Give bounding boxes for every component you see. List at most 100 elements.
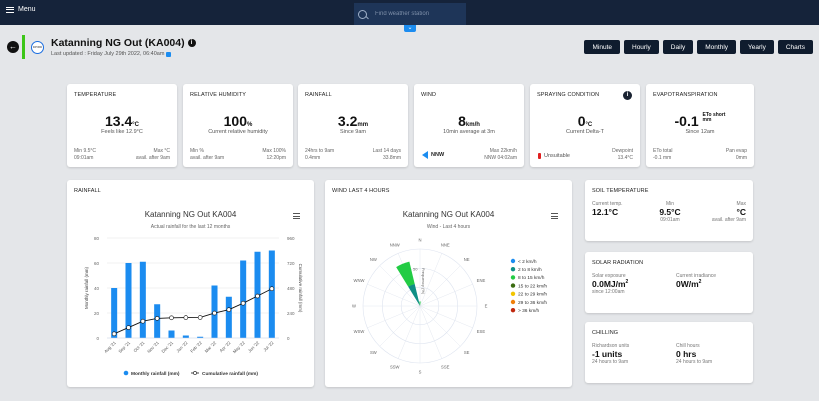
card-title: WIND [421, 92, 437, 98]
charts-button[interactable]: Charts [777, 40, 813, 54]
bar [197, 336, 204, 338]
cumulative-point [269, 286, 275, 292]
y-tick-label: 0 [96, 336, 99, 341]
legend-marker [193, 371, 197, 375]
delta-t-value: 0°C [577, 113, 593, 129]
x-tick-label: Dec '21 [160, 340, 174, 354]
x-tick-label: Oct '21 [132, 340, 145, 353]
max-wind: Max 22km/h NNW 04:02am [484, 148, 517, 161]
cumulative-point [111, 331, 117, 337]
rainfall-24hrs: 24hrs to 9am 0.4mm [305, 148, 335, 161]
x-tick-label: Aug '21 [103, 340, 117, 354]
radial-tick-label: 50 [413, 266, 418, 271]
direction-label: NNW [390, 243, 400, 248]
legend-marker [510, 283, 516, 288]
back-arrow-icon[interactable]: ← [7, 41, 19, 53]
menu-label: Menu [18, 6, 36, 13]
x-tick-label: May '22 [232, 340, 247, 355]
humidity-card: RELATIVE HUMIDITY 100% Current relative … [183, 84, 293, 167]
spoke [419, 253, 443, 307]
x-tick-label: Jul '22 [262, 340, 275, 353]
bar [268, 250, 275, 338]
bar [225, 296, 232, 338]
x-tick-label: Apr '22 [218, 340, 231, 353]
yearly-button[interactable]: Yearly [740, 40, 774, 54]
chart-menu-icon[interactable] [551, 213, 558, 219]
chart-menu-icon[interactable] [293, 213, 300, 219]
max-temperature: Max °C avail. after 9am [135, 148, 170, 161]
minute-button[interactable]: Minute [584, 40, 620, 54]
bar [182, 335, 189, 338]
page-title: Katanning NG Out (KA004) [51, 37, 185, 49]
spoke [367, 305, 421, 329]
legend-label: Monthly rainfall (mm) [131, 371, 180, 377]
wind-chart-panel: WIND LAST 4 HOURS Katanning NG Out KA004… [325, 180, 572, 387]
current-irradiance: Current irradiance 0W/m2 [676, 273, 717, 289]
direction-label: N [418, 238, 421, 243]
min-humidity: Min % avail. after 9am [190, 148, 225, 161]
cumulative-point [126, 325, 131, 330]
eto-caption: Since 12am [685, 129, 715, 135]
legend-label: 29 to 36 km/h [518, 300, 547, 306]
search-input[interactable] [375, 11, 455, 17]
wind-arrow-icon [422, 151, 428, 159]
direction-label: WSW [354, 329, 365, 334]
external-link-icon[interactable] [166, 51, 172, 57]
cumulative-point [197, 315, 203, 320]
pan-evap: Pan evap 0mm [725, 148, 747, 161]
evapotranspiration-card: EVAPOTRANSPIRATION -0.1 ETo short mm Sinc… [646, 84, 754, 167]
cumulative-point [169, 315, 174, 321]
last-updated: Last updated : Friday July 29th 2022, 06… [51, 51, 172, 57]
legend-marker [510, 291, 516, 296]
x-tick-label: Mar '22 [204, 340, 218, 354]
direction-label: ESE [477, 329, 486, 334]
rainfall-caption: Since 9am [340, 129, 366, 135]
legend-label: 2 to 8 km/h [518, 267, 542, 273]
spoke [379, 305, 421, 347]
monthly-button[interactable]: Monthly [697, 40, 737, 54]
rainfall-chart-panel: RAINFALL Katanning NG Out KA004 Actual r… [67, 180, 314, 387]
hourly-button[interactable]: Hourly [624, 40, 659, 54]
menu-button[interactable]: Menu [6, 6, 36, 13]
card-title: EVAPOTRANSPIRATION [653, 92, 718, 98]
direction-label: SE [464, 350, 470, 355]
direction-label: ENE [477, 278, 486, 283]
daily-button[interactable]: Daily [662, 40, 694, 54]
direction-label: WNW [354, 278, 365, 283]
legend-marker [510, 275, 516, 280]
legend-label: 8 to 15 km/h [518, 275, 545, 281]
status-indicator-bar [22, 35, 25, 59]
humidity-caption: Current relative humidity [208, 129, 268, 135]
min-temperature: Min 9.5°C 09:01am [74, 148, 97, 161]
info-icon[interactable]: i [623, 91, 632, 100]
spoke [419, 305, 443, 359]
spoke [419, 283, 473, 307]
eto-value: -0.1 ETo short mm [674, 112, 726, 130]
rainfall-14-days: Last 14 days 33.8mm [372, 148, 401, 161]
spoke [419, 265, 461, 307]
info-icon[interactable]: i [187, 39, 196, 47]
organisation-logo: DPIRD [31, 41, 44, 54]
station-search[interactable] [354, 3, 466, 25]
cumulative-point [183, 315, 189, 320]
wind-rose-chart: N NNE NE ENE E ESE SE SSE S SSW SW WSW W WNW NW NNW Freq… [352, 238, 547, 375]
chart-subtitle: Wind - Last 4 hours [426, 224, 471, 230]
search-icon [358, 9, 367, 19]
eto-total: ETo total -0.1 mm [653, 148, 673, 161]
solar-radiation-card: SOLAR RADIATION Solar exposure 0.0MJ/m2 … [585, 252, 753, 313]
y-tick-label: 80 [94, 236, 100, 241]
chevron-down-icon[interactable]: ⌄ [404, 25, 416, 32]
status-swatch [538, 153, 541, 159]
wind-segment [396, 261, 415, 287]
y-tick-label: 40 [94, 286, 100, 291]
direction-label: E [485, 304, 488, 309]
max-humidity: Max 100% 12:20pm [262, 148, 286, 161]
rainfall-card: RAINFALL 3.2mm Since 9am 24hrs to 9am 0.4… [298, 84, 408, 167]
legend-marker [510, 267, 516, 272]
legend-label: Cumulative rainfall (mm) [202, 371, 258, 377]
y2-tick-label: 0 [287, 336, 290, 341]
spoke [419, 305, 461, 347]
wind-segment [419, 301, 421, 306]
legend-label: 22 to 29 km/h [518, 292, 547, 298]
direction-label: SSE [441, 364, 450, 369]
